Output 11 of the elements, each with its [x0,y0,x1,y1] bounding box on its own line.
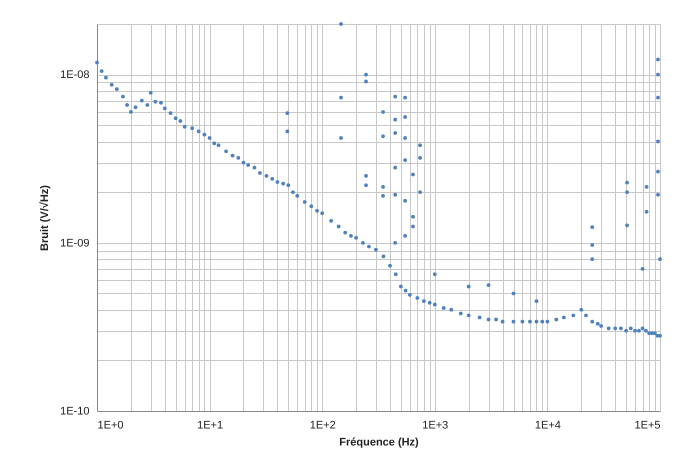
x-tick-label: 1E+2 [310,420,336,432]
y-tick-label: 1E-10 [60,406,90,418]
x-tick-label: 1E+5 [634,420,660,432]
y-tick-label: 1E-09 [60,237,90,250]
x-axis-title: Fréquence (Hz) [339,436,420,448]
y-tick-label: 1E-08 [60,69,90,82]
x-tick-label: 1E+3 [422,420,448,432]
x-tick-label: 1E+0 [98,420,124,432]
x-tick-label: 1E+4 [534,420,561,432]
y-axis-title: Bruit (V/√Hz) [39,184,52,251]
x-tick-label: 1E+1 [197,420,224,432]
